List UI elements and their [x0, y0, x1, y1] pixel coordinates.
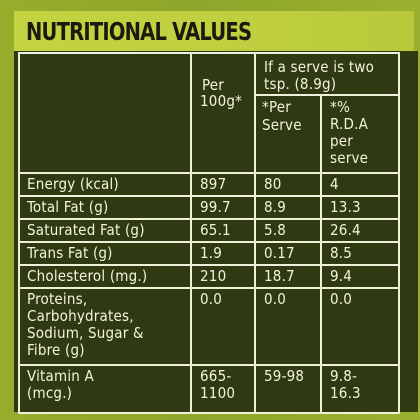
row-per-serve: 59-98 — [264, 367, 305, 385]
row-rda: 0.0 — [330, 290, 353, 308]
header-per-serve: *Per — [262, 98, 291, 116]
row-per-serve: 8.9 — [264, 198, 287, 216]
row-per100: 65.1 — [200, 221, 231, 239]
row-rule — [18, 287, 400, 289]
table-border-right — [398, 52, 400, 414]
row-label: Energy (kcal) — [27, 175, 119, 193]
title-band — [14, 11, 414, 55]
row-per-serve: 80 — [264, 175, 282, 193]
row-per100: 99.7 — [200, 198, 231, 216]
row-label: Total Fat (g) — [27, 198, 109, 216]
row-label: Proteins, — [27, 290, 88, 308]
row-rule — [18, 172, 400, 174]
row-per-serve: 5.8 — [264, 221, 287, 239]
header-rda: *% — [330, 98, 350, 116]
table-border-left — [18, 52, 20, 414]
row-label: Vitamin A — [27, 367, 94, 385]
row-per100: 1.9 — [200, 244, 223, 262]
row-per100: 897 — [200, 175, 227, 193]
header-rda: R.D.A — [330, 115, 369, 133]
row-per100: 210 — [200, 267, 227, 285]
header-rda: per — [330, 132, 354, 150]
row-rule — [18, 195, 400, 197]
row-rule — [18, 264, 400, 266]
header-per100: Per — [202, 76, 225, 94]
row-rda: 9.8- — [330, 367, 358, 385]
table-border-bottom — [18, 412, 400, 414]
row-per-serve: 0.17 — [264, 244, 295, 262]
row-rda: 9.4 — [330, 267, 353, 285]
row-rule — [18, 364, 400, 366]
nutrition-table: Per 100g* If a serve is two tsp. (8.9g) *Per… — [14, 51, 418, 414]
label-title: NUTRITIONAL VALUES — [26, 17, 252, 46]
row-label: Cholesterol (mg.) — [27, 267, 148, 285]
row-per100: 665- — [200, 367, 232, 385]
row-rda: 4 — [330, 175, 339, 193]
col-rule-3 — [320, 94, 322, 414]
row-rda: 16.3 — [330, 384, 361, 402]
row-rda: 26.4 — [330, 221, 361, 239]
col-rule-2 — [254, 52, 256, 414]
row-rda: 8.5 — [330, 244, 353, 262]
row-rda: 13.3 — [330, 198, 361, 216]
row-per100: 1100 — [200, 384, 236, 402]
row-label: Sodium, Sugar & — [27, 324, 144, 342]
row-per-serve: 0.0 — [264, 290, 287, 308]
row-per100: 0.0 — [200, 290, 223, 308]
row-rule — [18, 218, 400, 220]
row-label: (mcg.) — [27, 384, 73, 402]
header-rda: serve — [330, 149, 369, 167]
header-per-serve: Serve — [262, 116, 302, 134]
header-serve-group: If a serve is two — [264, 58, 375, 76]
row-per-serve: 18.7 — [264, 267, 295, 285]
header-per100: 100g* — [200, 92, 243, 110]
col-rule-1 — [190, 52, 192, 414]
row-label: Carbohydrates, — [27, 307, 134, 325]
row-label: Trans Fat (g) — [27, 244, 113, 262]
row-label: Fibre (g) — [27, 341, 85, 359]
header-serve-group: tsp. (8.9g) — [264, 75, 337, 93]
row-label: Saturated Fat (g) — [27, 221, 145, 239]
serve-group-rule — [254, 94, 400, 96]
table-border-top — [18, 52, 400, 54]
row-rule — [18, 241, 400, 243]
